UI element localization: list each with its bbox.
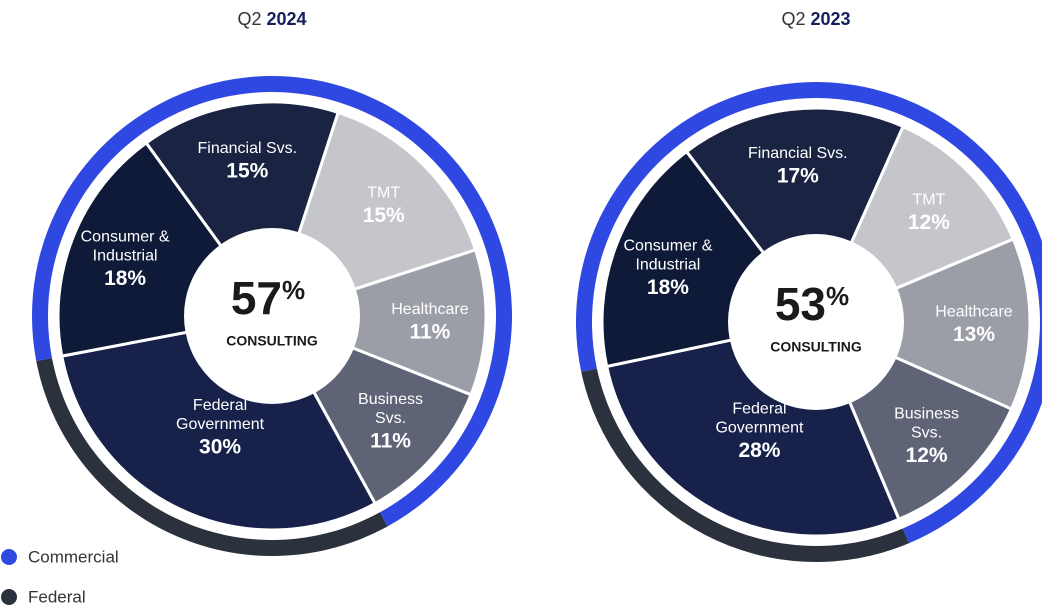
chart-title: Q2 2023 <box>781 9 850 29</box>
slice-name: Healthcare <box>391 301 468 318</box>
slice-value-label: 12% <box>906 444 948 467</box>
slice-name-line: Healthcare <box>935 304 1012 321</box>
chart-title: Q2 2024 <box>237 9 306 29</box>
legend-swatch <box>1 589 17 605</box>
slice-name-line: Financial Svs. <box>748 145 848 162</box>
title-year: 2023 <box>810 9 850 29</box>
title-prefix: Q2 <box>237 9 261 29</box>
center-unit: % <box>826 281 849 311</box>
title-year: 2024 <box>266 9 306 29</box>
slice <box>267 247 488 397</box>
ring-segment <box>36 357 388 556</box>
slice-name: Consumer & Industrial <box>623 238 712 274</box>
slice-value-label: 11% <box>370 430 411 453</box>
slice-value-label: 30% <box>199 435 241 458</box>
title-prefix: Q2 <box>781 9 805 29</box>
slice-value-label: 18% <box>647 276 689 299</box>
center-value: 53% <box>775 278 849 330</box>
slice-name-line: Government <box>715 420 804 437</box>
slice-name: Financial Svs. <box>748 145 848 162</box>
legend-label: Federal <box>28 587 86 606</box>
slice-value-label: 17% <box>777 165 819 188</box>
center-hole <box>728 234 904 410</box>
ring-segment <box>581 368 910 562</box>
slice-name-line: Government <box>176 416 265 433</box>
slice-name-line: Business <box>894 406 959 423</box>
slice-value-label: 15% <box>363 204 405 227</box>
slice <box>812 237 1032 412</box>
slice-name: Financial Svs. <box>197 140 297 157</box>
slice-name-line: Business <box>358 391 423 408</box>
slice-name-line: Svs. <box>375 410 406 427</box>
slice-name: Consumer & Industrial <box>81 229 170 265</box>
slice-name-line: Federal <box>193 397 247 414</box>
slice <box>684 106 906 325</box>
slice-name-line: Financial Svs. <box>197 140 297 157</box>
slice-value-label: 12% <box>908 211 950 234</box>
slice-name: TMT <box>912 192 945 209</box>
center-caption: CONSULTING <box>770 339 862 355</box>
center-number: 53 <box>775 278 826 330</box>
center-hole <box>184 228 360 404</box>
slice-name-line: Consumer & <box>623 238 712 255</box>
center-unit: % <box>282 275 305 305</box>
center-value: 57% <box>231 272 305 324</box>
slice-name: TMT <box>367 184 400 201</box>
center-number: 57 <box>231 272 282 324</box>
slice-value-label: 13% <box>953 323 995 346</box>
legend-swatch <box>1 549 17 565</box>
slice <box>144 100 341 320</box>
slice-name: Business Svs. <box>894 406 959 442</box>
slice-name-line: TMT <box>367 184 400 201</box>
legend-label: Commercial <box>28 547 119 566</box>
slice-value-label: 18% <box>104 267 146 290</box>
center-caption: CONSULTING <box>226 333 318 349</box>
slice-name-line: Industrial <box>93 248 158 265</box>
slice-value-label: 28% <box>738 439 780 462</box>
slice-name: Federal Government <box>715 401 804 437</box>
slice-name-line: Industrial <box>635 257 700 274</box>
slice-name: Business Svs. <box>358 391 423 427</box>
slice-name-line: Consumer & <box>81 229 170 246</box>
slice-name: Federal Government <box>176 397 265 433</box>
slice-name-line: Healthcare <box>391 301 468 318</box>
slice-name-line: Federal <box>732 401 786 418</box>
slice-name-line: TMT <box>912 192 945 209</box>
slice-value-label: 15% <box>226 159 268 182</box>
slice-name-line: Svs. <box>911 425 942 442</box>
slice-name: Healthcare <box>935 304 1012 321</box>
slice-value-label: 11% <box>409 321 450 344</box>
